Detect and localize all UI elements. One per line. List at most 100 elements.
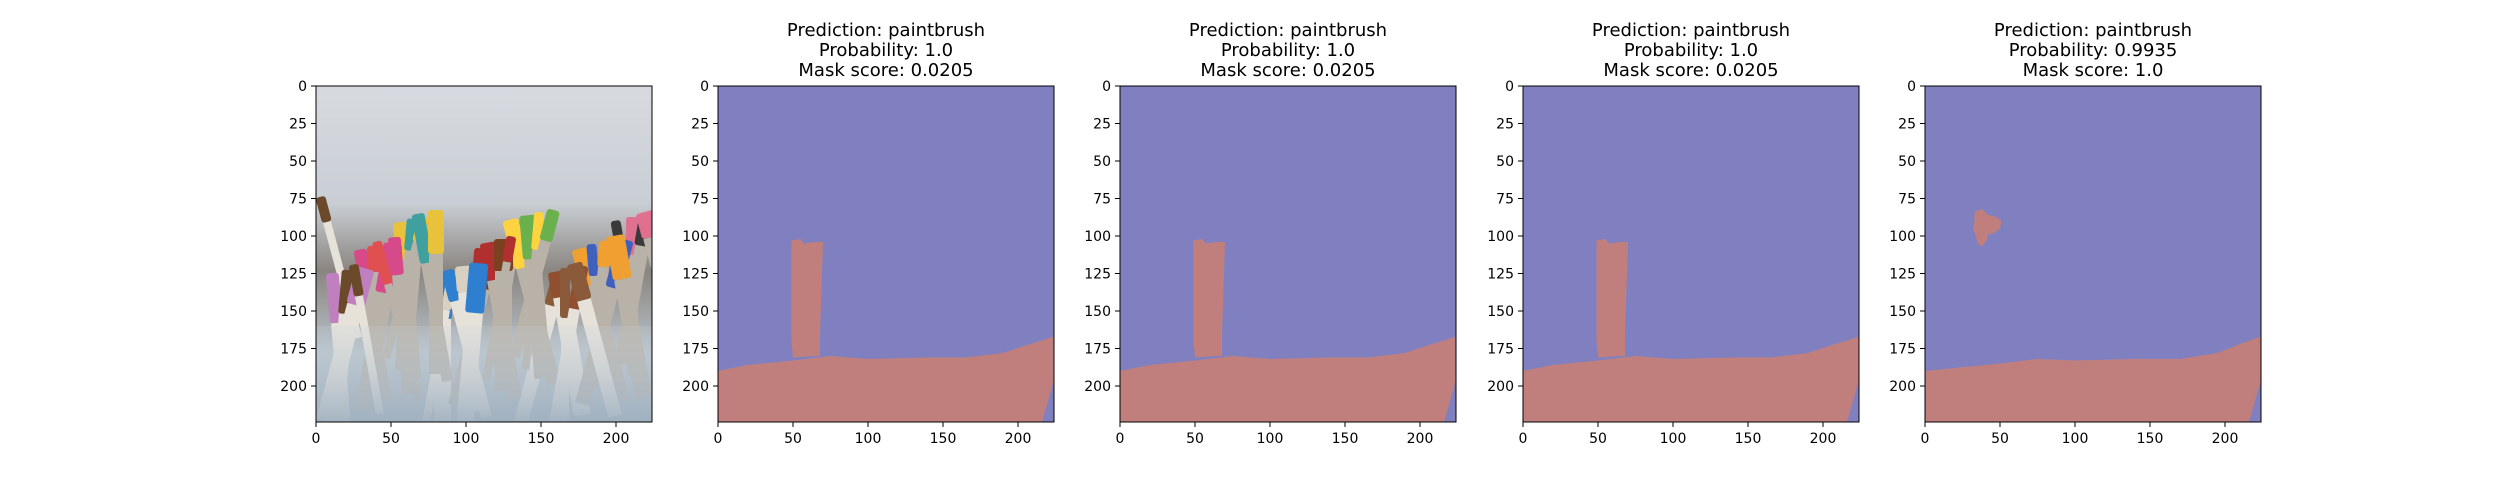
y-tick-label: 200 — [682, 379, 709, 395]
axes-frame — [1924, 85, 2262, 423]
blob-mask — [1973, 209, 2002, 247]
y-tick-label: 175 — [682, 342, 709, 358]
y-tick-label: 50 — [1898, 154, 1916, 170]
y-tick-label: 175 — [1889, 342, 1916, 358]
floor-mask — [1523, 336, 1859, 422]
brush-mask — [791, 239, 823, 358]
panel-image — [1523, 86, 1859, 422]
y-tick-label: 175 — [280, 342, 307, 358]
y-tick-label: 50 — [1496, 154, 1514, 170]
panel-image — [718, 86, 1054, 422]
panel-5-title-line-2: Probability: 0.9935 — [2009, 40, 2178, 61]
x-tick-label: 50 — [382, 431, 400, 447]
y-tick-label: 200 — [1084, 379, 1111, 395]
panel-4-title-line-1: Prediction: paintbrush — [1592, 20, 1790, 41]
cup — [316, 326, 652, 422]
y-tick-label: 0 — [1907, 79, 1916, 95]
x-tick-label: 150 — [1735, 431, 1762, 447]
y-tick-label: 100 — [1084, 229, 1111, 245]
x-tick-label: 0 — [312, 431, 321, 447]
x-tick-label: 150 — [2137, 431, 2164, 447]
panel-image — [1120, 86, 1456, 422]
right-edge-cutout — [2249, 380, 2261, 422]
y-tick-label: 75 — [691, 192, 709, 208]
y-tick-label: 75 — [289, 192, 307, 208]
y-tick-label: 125 — [1487, 267, 1514, 283]
y-tick-label: 125 — [280, 267, 307, 283]
x-tick-label: 100 — [855, 431, 882, 447]
axes-frame — [717, 85, 1055, 423]
panel-4-title-line-2: Probability: 1.0 — [1624, 40, 1758, 61]
floor-mask — [1925, 336, 2261, 422]
y-tick-label: 25 — [1093, 117, 1111, 133]
y-tick-label: 50 — [289, 154, 307, 170]
y-tick-label: 25 — [289, 117, 307, 133]
x-tick-label: 0 — [1921, 431, 1930, 447]
panel-1: 0 50 100 150 200 0 25 50 75 100 125 150 175 200 — [280, 79, 653, 447]
x-tick-label: 50 — [784, 431, 802, 447]
x-tick-label: 0 — [714, 431, 723, 447]
x-tick-label: 200 — [603, 431, 630, 447]
y-tick-label: 200 — [280, 379, 307, 395]
right-edge-cutout — [1444, 380, 1456, 422]
x-tick-label: 150 — [930, 431, 957, 447]
y-tick-label: 25 — [1898, 117, 1916, 133]
panel-2-title-line-2: Probability: 1.0 — [819, 40, 953, 61]
panel-5-title-line-1: Prediction: paintbrush — [1994, 20, 2192, 41]
brush-mask — [1596, 239, 1628, 358]
y-tick-label: 0 — [298, 79, 307, 95]
y-tick-label: 100 — [1889, 229, 1916, 245]
y-tick-label: 0 — [700, 79, 709, 95]
x-tick-label: 200 — [1407, 431, 1434, 447]
x-tick-label: 150 — [528, 431, 555, 447]
x-tick-label: 150 — [1332, 431, 1359, 447]
axes-frame — [1522, 85, 1860, 423]
x-tick-label: 200 — [1810, 431, 1837, 447]
panel-4: 0 50 100 150 200 0 25 50 75 100 125 150 175 200 — [1487, 79, 1860, 447]
y-tick-label: 125 — [1084, 267, 1111, 283]
y-tick-label: 75 — [1898, 192, 1916, 208]
panel-3: 0 50 100 150 200 0 25 50 75 100 125 150 175 200 — [1084, 79, 1457, 447]
y-tick-label: 75 — [1496, 192, 1514, 208]
x-tick-label: 100 — [1257, 431, 1284, 447]
y-tick-label: 125 — [682, 267, 709, 283]
x-tick-label: 50 — [1991, 431, 2009, 447]
panel-2-title-line-3: Mask score: 0.0205 — [798, 60, 973, 81]
y-tick-label: 175 — [1084, 342, 1111, 358]
brush-36 — [636, 210, 652, 356]
y-tick-label: 150 — [1084, 304, 1111, 320]
panel-2-title-line-1: Prediction: paintbrush — [787, 20, 985, 41]
y-tick-label: 0 — [1505, 79, 1514, 95]
right-edge-cutout — [1042, 380, 1054, 422]
x-tick-label: 50 — [1589, 431, 1607, 447]
panel-4-title-line-3: Mask score: 0.0205 — [1603, 60, 1778, 81]
floor-mask — [718, 336, 1054, 422]
panel-3-title-line-1: Prediction: paintbrush — [1189, 20, 1387, 41]
y-tick-label: 100 — [682, 229, 709, 245]
panel-image — [1925, 86, 2261, 422]
panel-image — [316, 86, 652, 422]
y-tick-label: 175 — [1487, 342, 1514, 358]
y-tick-label: 50 — [691, 154, 709, 170]
y-tick-label: 75 — [1093, 192, 1111, 208]
x-tick-label: 0 — [1519, 431, 1528, 447]
panel-2: 0 50 100 150 200 0 25 50 75 100 125 150 175 200 — [682, 79, 1055, 447]
axes-frame — [315, 85, 653, 423]
brush-mask — [1193, 239, 1225, 358]
y-tick-label: 50 — [1093, 154, 1111, 170]
panel-3-title-line-2: Probability: 1.0 — [1221, 40, 1355, 61]
y-tick-label: 150 — [1487, 304, 1514, 320]
x-tick-label: 50 — [1186, 431, 1204, 447]
x-tick-label: 100 — [2062, 431, 2089, 447]
right-edge-cutout — [1847, 380, 1859, 422]
x-tick-label: 100 — [453, 431, 480, 447]
y-tick-label: 100 — [280, 229, 307, 245]
y-tick-label: 200 — [1889, 379, 1916, 395]
x-tick-label: 200 — [2212, 431, 2239, 447]
panel-5: 0 50 100 150 200 0 25 50 75 100 125 150 175 200 — [1889, 79, 2262, 447]
x-tick-label: 100 — [1660, 431, 1687, 447]
y-tick-label: 150 — [280, 304, 307, 320]
y-tick-label: 0 — [1102, 79, 1111, 95]
y-tick-label: 150 — [1889, 304, 1916, 320]
